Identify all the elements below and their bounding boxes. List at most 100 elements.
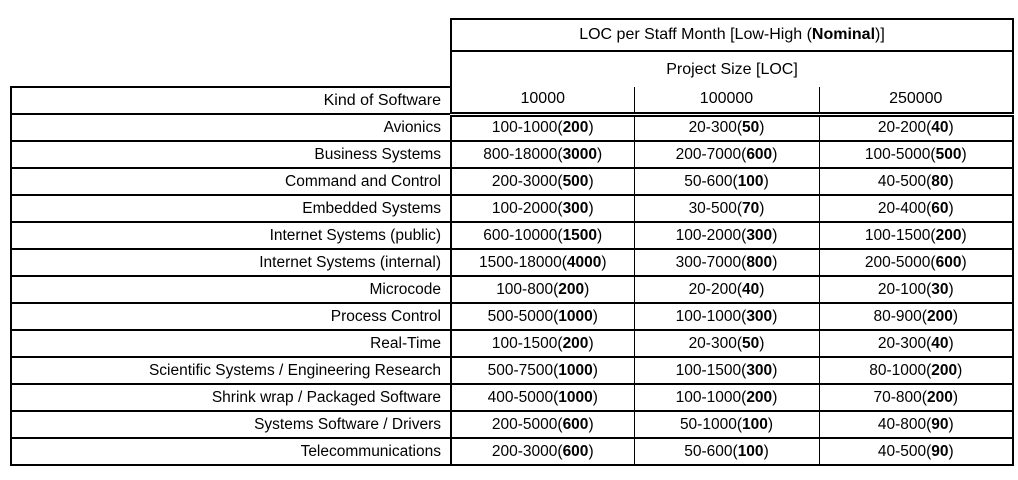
paren-open: (	[930, 145, 936, 163]
loc-value-cell: 200-3000(600)	[450, 437, 634, 466]
paren-open: (	[736, 415, 742, 433]
paren-close: )	[948, 199, 954, 217]
paren-open: (	[926, 415, 932, 433]
range-text: 100-1500	[675, 361, 742, 379]
nominal-text: 100	[737, 442, 764, 460]
loc-value-cell: 50-600(100)	[633, 437, 819, 466]
paren-close: )	[759, 280, 765, 298]
project-size-row: Project Size [LOC]	[11, 51, 1015, 87]
paren-close: )	[948, 334, 954, 352]
loc-value-cell: 100-1000(300)	[633, 302, 819, 331]
nominal-text: 50	[742, 119, 760, 137]
nominal-text: 300	[746, 361, 773, 379]
paren-open: (	[736, 280, 742, 298]
nominal-text: 90	[931, 442, 949, 460]
loc-value-cell: 30-500(70)	[633, 194, 819, 223]
paren-close: )	[772, 253, 778, 271]
paren-close: )	[601, 253, 607, 271]
paren-close: )	[957, 361, 963, 379]
kind-of-software-cell: Shrink wrap / Packaged Software	[10, 383, 451, 412]
range-text: 100-800	[496, 280, 554, 298]
nominal-text: 200	[558, 280, 585, 298]
range-text: 100-1500	[864, 226, 931, 244]
loc-value-cell: 20-300(50)	[633, 329, 819, 358]
nominal-text: 100	[737, 172, 764, 190]
paren-close: )	[588, 415, 594, 433]
table-title-cell: LOC per Staff Month [Low-High (Nominal)]	[449, 18, 1015, 52]
paren-close: )	[948, 280, 954, 298]
nominal-text: 200	[562, 119, 589, 137]
paren-open: (	[741, 361, 747, 379]
range-text: 200-3000	[491, 442, 558, 460]
loc-per-staff-month-table: LOC per Staff Month [Low-High (Nominal)]…	[10, 18, 1015, 466]
paren-open: (	[921, 307, 927, 325]
nominal-text: 200	[931, 361, 958, 379]
loc-value-cell: 200-3000(500)	[450, 167, 634, 196]
paren-close: )	[772, 226, 778, 244]
loc-value-cell: 100-2000(300)	[450, 194, 634, 223]
range-text: 70-800	[873, 388, 922, 406]
paren-open: (	[926, 119, 932, 137]
paren-open: (	[561, 253, 567, 271]
nominal-text: 500	[562, 172, 589, 190]
range-text: 100-1000	[675, 307, 742, 325]
column-header-row: Kind of Software 10000 100000 250000	[10, 86, 1015, 117]
paren-open: (	[553, 280, 559, 298]
table-row: Process Control 500-5000(1000) 100-1000(30…	[10, 302, 1015, 331]
nominal-text: 1000	[558, 307, 593, 325]
loc-value-cell: 300-7000(800)	[633, 248, 819, 277]
nominal-text: 4000	[566, 253, 602, 271]
paren-close: )	[597, 145, 603, 163]
paren-open: (	[732, 172, 738, 190]
paren-open: (	[736, 199, 742, 217]
kind-of-software-cell: Telecommunications	[10, 437, 451, 466]
paren-close: )	[588, 442, 594, 460]
nominal-text: 600	[562, 442, 589, 460]
range-text: 200-7000	[675, 145, 742, 163]
range-text: 600-10000	[483, 226, 558, 244]
nominal-text: 40	[742, 280, 760, 298]
range-text: 40-500	[877, 172, 927, 190]
nominal-text: 3000	[562, 145, 598, 163]
project-size-label-cell: Project Size [LOC]	[449, 51, 1015, 87]
range-text: 30-500	[688, 199, 737, 217]
range-text: 20-300	[877, 334, 927, 352]
kind-of-software-cell: Embedded Systems	[10, 194, 451, 223]
range-text: 20-200	[877, 119, 927, 137]
paren-open: (	[557, 415, 563, 433]
paren-open: (	[741, 226, 747, 244]
loc-value-cell: 1500-18000(4000)	[450, 248, 634, 277]
loc-value-cell: 80-900(200)	[818, 302, 1015, 331]
paren-close: )	[948, 172, 954, 190]
paren-close: )	[772, 388, 778, 406]
paren-close: )	[759, 334, 765, 352]
paren-open: (	[930, 253, 936, 271]
paren-close: )	[772, 361, 778, 379]
kind-of-software-cell: Process Control	[10, 302, 451, 331]
paren-close: )	[588, 172, 594, 190]
paren-close: )	[588, 334, 594, 352]
table-row: Internet Systems (public) 600-10000(1500)…	[10, 221, 1015, 250]
loc-value-cell: 100-1000(200)	[633, 383, 819, 412]
nominal-text: 80	[931, 172, 949, 190]
loc-value-cell: 100-1500(300)	[633, 356, 819, 385]
paren-close: )	[592, 388, 598, 406]
paren-open: (	[926, 199, 932, 217]
nominal-text: 40	[931, 119, 949, 137]
kind-of-software-cell: Command and Control	[10, 167, 451, 196]
nominal-text: 60	[931, 199, 949, 217]
range-text: 100-1000	[675, 388, 742, 406]
paren-open: (	[930, 226, 936, 244]
paren-open: (	[926, 442, 932, 460]
size-column-header-250000: 250000	[818, 87, 1015, 117]
nominal-text: 100	[742, 415, 768, 433]
loc-value-cell: 100-1000(200)	[450, 113, 634, 142]
table-row: Scientific Systems / Engineering Researc…	[10, 356, 1015, 385]
loc-value-cell: 70-800(200)	[818, 383, 1015, 412]
paren-open: (	[557, 145, 563, 163]
range-text: 100-2000	[491, 199, 558, 217]
kind-of-software-cell: Scientific Systems / Engineering Researc…	[10, 356, 451, 385]
size-column-header-10000: 10000	[450, 87, 634, 117]
paren-close: )	[597, 226, 603, 244]
range-text: 20-300	[688, 334, 737, 352]
